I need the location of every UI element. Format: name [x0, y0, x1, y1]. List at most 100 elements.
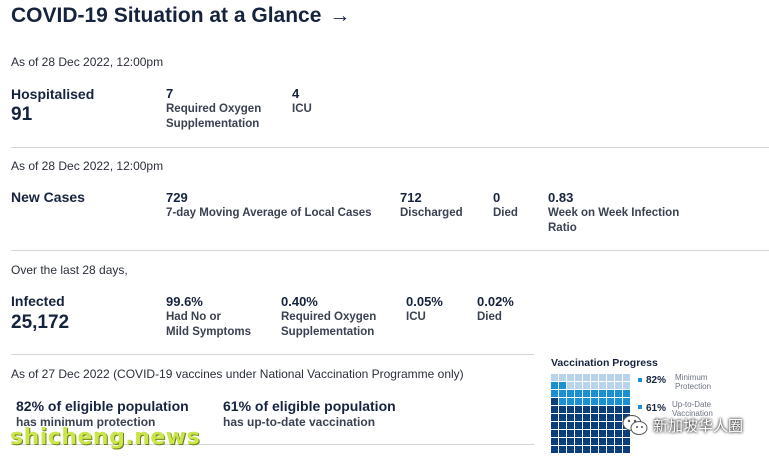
icu-value: 4: [292, 86, 300, 101]
waffle-cell: [551, 422, 558, 429]
waffle-cell: [591, 446, 598, 453]
wechat-watermark: 新加坡华人圈: [622, 414, 743, 436]
page-title-text[interactable]: COVID-19 Situation at a Glance: [11, 4, 322, 27]
waffle-cell: [559, 374, 566, 381]
vaccination-as-of: As of 27 Dec 2022 (COVID-19 vaccines und…: [11, 367, 464, 381]
waffle-cell: [559, 438, 566, 445]
waffle-cell: [607, 406, 614, 413]
minimum-protection-legend-marker: [638, 378, 642, 382]
infected-value: 25,172: [11, 312, 70, 333]
waffle-cell: [567, 390, 574, 397]
up-to-date-legend-line2: Vaccination: [672, 409, 713, 418]
waffle-cell: [607, 446, 614, 453]
oxygen-desc: Required Oxygen Supplementation: [166, 102, 261, 132]
minimum-protection-legend-label: Minimum Protection: [675, 373, 711, 391]
oxygen-value: 7: [166, 86, 174, 101]
waffle-cell: [599, 390, 606, 397]
infected-label: Infected: [11, 293, 65, 309]
infected-oxygen-desc-line1: Required Oxygen: [281, 311, 377, 323]
waffle-cell: [559, 430, 566, 437]
cases-as-of: As of 28 Dec 2022, 12:00pm: [11, 159, 164, 173]
waffle-cell: [567, 398, 574, 405]
waffle-cell: [615, 446, 622, 453]
minimum-protection-headline: 82% of eligible population: [16, 398, 189, 414]
waffle-cell: [623, 406, 630, 413]
vaccination-progress-title: Vaccination Progress: [551, 357, 658, 369]
waffle-cell: [623, 382, 630, 389]
waffle-cell: [583, 446, 590, 453]
infected-oxygen-desc-line2: Supplementation: [281, 326, 375, 338]
waffle-cell: [615, 430, 622, 437]
waffle-cell: [583, 422, 590, 429]
minimum-protection-legend-line1: Minimum: [675, 373, 708, 382]
waffle-cell: [551, 446, 558, 453]
waffle-cell: [623, 398, 630, 405]
waffle-cell: [591, 414, 598, 421]
waffle-cell: [615, 390, 622, 397]
infected-died-value: 0.02%: [477, 294, 514, 309]
waffle-cell: [551, 438, 558, 445]
waffle-cell: [599, 422, 606, 429]
mild-desc: Had No or Mild Symptoms: [166, 310, 251, 340]
wechat-watermark-text: 新加坡华人圈: [652, 416, 743, 435]
waffle-cell: [583, 414, 590, 421]
up-to-date-legend-label: Up-to-Date Vaccination: [672, 400, 713, 418]
waffle-cell: [607, 414, 614, 421]
waffle-cell: [567, 438, 574, 445]
waffle-cell: [599, 438, 606, 445]
infected-as-of: Over the last 28 days,: [11, 263, 128, 277]
waffle-cell: [607, 430, 614, 437]
died-value: 0: [493, 190, 501, 205]
waffle-cell: [567, 414, 574, 421]
waffle-cell: [615, 414, 622, 421]
waffle-cell: [607, 382, 614, 389]
died-desc: Died: [493, 207, 518, 219]
waffle-cell: [583, 382, 590, 389]
waffle-cell: [599, 446, 606, 453]
up-to-date-legend-pct: 61%: [646, 403, 667, 414]
waffle-cell: [575, 406, 582, 413]
divider: [11, 444, 534, 445]
infection-ratio-desc-line2: Ratio: [548, 222, 577, 234]
waffle-cell: [583, 374, 590, 381]
waffle-cell: [559, 390, 566, 397]
page-title[interactable]: COVID-19 Situation at a Glance →: [11, 4, 350, 28]
up-to-date-legend-marker: [638, 405, 642, 409]
icu-desc: ICU: [292, 103, 312, 115]
divider: [11, 354, 534, 355]
divider: [11, 250, 769, 251]
waffle-cell: [591, 382, 598, 389]
waffle-cell: [551, 374, 558, 381]
waffle-cell: [575, 374, 582, 381]
waffle-cell: [575, 422, 582, 429]
hospital-as-of: As of 28 Dec 2022, 12:00pm: [11, 55, 164, 69]
up-to-date-headline: 61% of eligible population: [223, 398, 396, 414]
infected-died-desc: Died: [477, 311, 502, 323]
waffle-cell: [623, 430, 630, 437]
waffle-cell: [559, 422, 566, 429]
waffle-cell: [607, 390, 614, 397]
waffle-cell: [567, 406, 574, 413]
waffle-cell: [615, 422, 622, 429]
waffle-cell: [559, 382, 566, 389]
waffle-cell: [623, 390, 630, 397]
waffle-cell: [551, 406, 558, 413]
waffle-cell: [583, 438, 590, 445]
infection-ratio-value: 0.83: [548, 190, 574, 205]
waffle-cell: [599, 382, 606, 389]
oxygen-desc-line1: Required Oxygen: [166, 103, 262, 115]
arrow-right-icon[interactable]: →: [329, 4, 351, 27]
waffle-cell: [567, 422, 574, 429]
waffle-cell: [583, 398, 590, 405]
hospitalised-value: 91: [11, 104, 33, 125]
minimum-protection-legend-pct: 82%: [646, 375, 667, 386]
infected-icu-desc: ICU: [406, 311, 426, 323]
waffle-cell: [559, 398, 566, 405]
waffle-cell: [607, 438, 614, 445]
mild-desc-line2: Mild Symptoms: [166, 326, 251, 338]
waffle-cell: [591, 398, 598, 405]
divider: [11, 147, 769, 148]
waffle-cell: [583, 390, 590, 397]
waffle-cell: [615, 398, 622, 405]
infection-ratio-desc: Week on Week Infection Ratio: [548, 206, 679, 236]
